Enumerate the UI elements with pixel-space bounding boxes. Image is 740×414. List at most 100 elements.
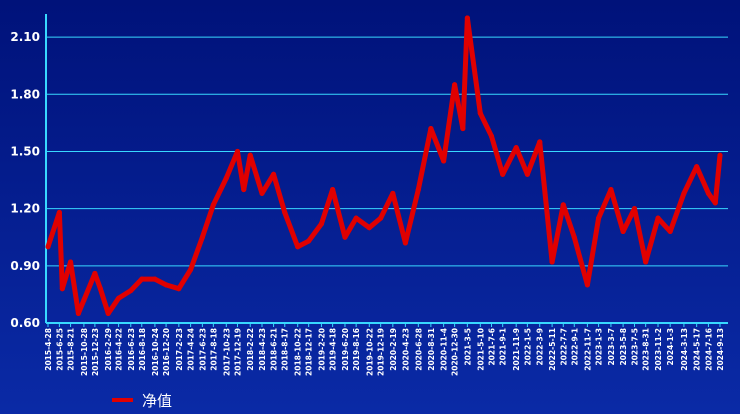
x-tick-label: 2018-6-21 — [270, 328, 279, 371]
x-tick-label: 2021-11-9 — [512, 328, 521, 371]
series-line-segment — [128, 276, 145, 294]
x-tick-label: 2022-1-5 — [523, 328, 532, 366]
series-line-segment — [247, 152, 265, 196]
data-point — [75, 310, 81, 316]
x-tick-label: 2018-10-22 — [294, 328, 303, 376]
x-tick-label: 2015-6-25 — [55, 328, 64, 371]
data-point — [596, 215, 602, 221]
data-point — [681, 190, 687, 196]
series-line-segment — [608, 187, 626, 234]
data-point — [92, 270, 98, 276]
data-point — [306, 238, 312, 244]
x-tick-label: 2019-8-16 — [352, 328, 361, 371]
x-tick-label: 2017-10-23 — [222, 328, 231, 376]
data-point — [655, 215, 661, 221]
x-tick-label: 2023-3-7 — [607, 328, 616, 366]
series-line-segment — [488, 133, 506, 177]
series-line-segment — [464, 15, 483, 116]
data-point — [452, 82, 458, 88]
series-line-segment — [68, 259, 81, 316]
data-point — [45, 244, 51, 250]
series-line-segment — [655, 215, 673, 234]
data-point — [705, 190, 711, 196]
data-point — [295, 244, 301, 250]
series-line-segment — [318, 187, 336, 227]
series-line-segment — [223, 148, 240, 181]
series-line-segment — [199, 202, 216, 240]
series-line-segment — [460, 15, 470, 132]
data-point — [488, 133, 494, 139]
x-tick-label: 2018-12-17 — [305, 328, 314, 376]
data-point — [330, 187, 336, 193]
series-line-segment — [643, 215, 661, 265]
data-point — [139, 276, 145, 282]
series-line-segment — [631, 206, 649, 265]
data-point — [500, 171, 506, 177]
x-tick-label: 2016-8-18 — [138, 328, 147, 371]
x-tick-label: 2019-10-22 — [365, 328, 374, 376]
data-point — [163, 282, 169, 288]
data-point — [353, 215, 359, 221]
x-tick-label: 2020-12-30 — [451, 328, 460, 376]
x-tick-label: 2016-12-20 — [162, 328, 171, 376]
x-tick-label: 2022-11-7 — [583, 328, 592, 371]
x-tick-label: 2019-6-20 — [341, 328, 350, 371]
x-tick-label: 2021-7-6 — [487, 328, 496, 366]
x-tick-label: 2020-8-31 — [427, 328, 436, 371]
data-point — [259, 190, 265, 196]
data-point — [402, 240, 408, 246]
x-tick-label: 2022-9-1 — [570, 328, 579, 366]
legend-label: 净值 — [142, 392, 172, 410]
series-line-segment — [524, 139, 543, 177]
series-line-segment — [560, 202, 577, 240]
data-point — [477, 110, 483, 116]
x-tick-label: 2015-12-23 — [91, 328, 100, 376]
data-point — [116, 295, 122, 301]
data-point — [59, 286, 65, 292]
data-point — [428, 126, 434, 132]
data-point — [318, 221, 324, 227]
data-point — [223, 175, 229, 181]
x-tick-label: 2015-10-28 — [80, 328, 89, 376]
series-line-segment — [259, 171, 277, 196]
y-tick-label: 1.20 — [10, 202, 40, 216]
series-line-segment — [92, 270, 103, 292]
series-line-segment — [428, 126, 447, 164]
x-tick-label: 2021-3-5 — [463, 328, 472, 366]
series-line-segment — [176, 267, 194, 292]
data-point — [537, 139, 543, 145]
series-line-segment — [477, 110, 494, 139]
data-point — [524, 171, 530, 177]
x-tick-label: 2022-3-9 — [536, 328, 545, 366]
x-tick-label: 2019-2-20 — [317, 328, 326, 371]
y-tick-label: 1.80 — [10, 87, 40, 101]
series-line-segment — [241, 152, 253, 193]
series-line-segment — [500, 145, 519, 177]
y-tick-label: 0.90 — [10, 259, 40, 273]
x-tick-label: 2018-8-17 — [281, 328, 290, 371]
data-point — [584, 282, 590, 288]
data-point — [415, 187, 421, 193]
data-point — [81, 297, 87, 303]
data-point — [247, 152, 253, 158]
x-tick-label: 2016-6-23 — [127, 328, 136, 371]
x-tick-label: 2019-4-18 — [329, 328, 338, 371]
x-tick-label: 2020-11-4 — [440, 328, 449, 371]
series-line-segment — [513, 145, 530, 177]
series-line-segment — [415, 126, 434, 193]
x-tick-label: 2021-5-10 — [476, 328, 485, 371]
x-tick-label: 2018-2-22 — [246, 328, 255, 371]
data-point — [560, 202, 566, 208]
series-line-segment — [681, 164, 700, 196]
x-tick-label: 2018-4-23 — [258, 328, 267, 371]
x-tick-label: 2024-7-16 — [704, 328, 713, 371]
y-tick-label: 2.10 — [10, 30, 40, 44]
x-tick-label: 2015-8-21 — [67, 328, 76, 371]
data-point — [176, 286, 182, 292]
x-tick-label: 2024-1-3 — [666, 328, 675, 366]
x-tick-label: 2023-8-31 — [642, 328, 651, 371]
data-point — [342, 234, 348, 240]
x-tick-label: 2021-9-1 — [499, 328, 508, 366]
series-line-segment — [441, 82, 458, 164]
